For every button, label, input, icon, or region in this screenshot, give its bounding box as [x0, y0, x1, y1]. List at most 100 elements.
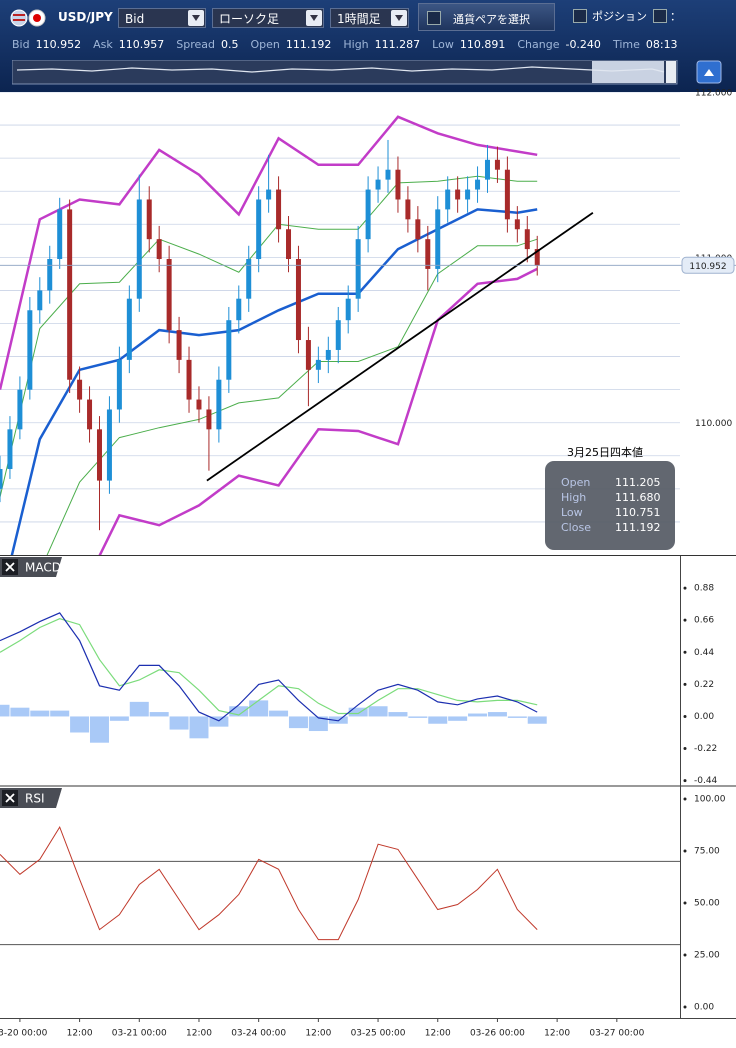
histogram-bar	[50, 710, 70, 717]
y-tick-label: 25.00	[694, 951, 720, 961]
candle-body	[37, 290, 43, 311]
ohlc-box: Open 111.205 High 111.680 Low 110.751 Close 111…	[545, 461, 675, 550]
candle-body	[345, 298, 351, 321]
histogram-bar	[30, 710, 50, 717]
quote-label: Change	[517, 38, 560, 51]
price-type: Bid	[125, 12, 145, 26]
line	[98, 267, 538, 555]
x-tick-label: 12:00	[186, 1029, 212, 1039]
candle-body	[504, 169, 510, 220]
candle-body	[325, 349, 331, 360]
y-tick-label: 100.00	[694, 795, 726, 805]
histogram-bar	[70, 716, 90, 733]
select-pair-button[interactable]: 通貨ペアを選択	[418, 3, 555, 31]
candle-body	[216, 379, 222, 430]
candle-body	[47, 259, 53, 291]
y-tick-label: 0.66	[694, 616, 714, 626]
y-tick-label: 0.22	[694, 680, 714, 690]
tick-mark	[683, 747, 687, 751]
ohlc-value: 110.751	[615, 506, 661, 519]
candle-body	[385, 169, 391, 180]
candle-body	[455, 189, 461, 200]
histogram-bar	[249, 700, 269, 717]
chart-type: ローソク足	[219, 12, 280, 26]
histogram-bar	[368, 706, 388, 717]
ohlc-value: 111.205	[615, 476, 661, 489]
timeframe-dropdown[interactable]: 1時間足	[330, 8, 409, 28]
ohlc-value: 111.192	[615, 521, 661, 534]
candle-body	[375, 179, 381, 190]
quote-value: 111.287	[374, 38, 421, 51]
x-tick-label: 12:00	[544, 1029, 570, 1039]
tick-mark	[683, 682, 687, 686]
quote-value: 08:13	[645, 38, 678, 51]
chart-type-dropdown[interactable]: ローソク足	[212, 8, 324, 28]
more-checkbox[interactable]	[653, 9, 667, 23]
y-tick-label: 0.00	[694, 1002, 714, 1012]
quote-value: 0.5	[220, 38, 239, 51]
candle-body	[315, 359, 321, 370]
candle-body	[196, 399, 202, 410]
x-tick-label: 12:00	[67, 1029, 93, 1039]
candle-body	[534, 249, 540, 266]
candle-body	[395, 169, 401, 200]
quote-label: Time	[612, 38, 640, 51]
tick-mark	[683, 901, 687, 905]
position-checkbox[interactable]	[573, 9, 587, 23]
candle-body	[415, 219, 421, 240]
symbol[interactable]: USD/JPY	[58, 10, 113, 24]
histogram-bar	[408, 716, 428, 718]
more-label: ：	[670, 10, 681, 23]
y-tick-label: 75.00	[694, 847, 720, 857]
y-tick-label: 0.88	[694, 584, 714, 594]
timeframe: 1時間足	[337, 12, 381, 26]
candle-body	[276, 189, 282, 230]
histogram-bar	[10, 707, 30, 717]
quote-label: High	[343, 38, 369, 51]
candle-body	[295, 259, 301, 341]
candle-body	[27, 310, 33, 390]
candle-body	[57, 209, 63, 260]
ohlc-label: High	[561, 491, 587, 504]
ohlc-row: High 111.680	[561, 490, 675, 505]
checkbox[interactable]	[427, 11, 441, 25]
ohlc-value: 111.680	[615, 491, 661, 504]
candle-body	[166, 259, 172, 331]
candle-body	[87, 399, 93, 430]
x-tick-label: 12:00	[305, 1029, 331, 1039]
histogram-bar	[209, 716, 229, 727]
price-type-dropdown[interactable]: Bid	[118, 8, 206, 28]
y-tick-label: 0.00	[694, 712, 714, 722]
candle-body	[355, 239, 361, 299]
candle-body	[475, 179, 481, 190]
candle-body	[96, 429, 102, 481]
candle-body	[236, 298, 242, 321]
quote-value: 111.192	[285, 38, 332, 51]
pane	[0, 825, 680, 946]
select-pair: 通貨ペアを選択	[453, 13, 530, 26]
histogram-bar	[527, 716, 547, 724]
candle-body	[305, 340, 311, 370]
x-tick-label: 03-20 00:00	[0, 1029, 48, 1039]
histogram-bar	[189, 716, 209, 739]
line	[0, 618, 538, 716]
candle-body	[494, 159, 500, 170]
histogram-bar	[288, 716, 308, 729]
candle-body	[266, 189, 272, 200]
line	[10, 208, 538, 555]
candle-body	[17, 389, 23, 430]
candle-body	[425, 239, 431, 269]
tick-mark	[683, 650, 687, 654]
quote-value: 110.891	[459, 38, 506, 51]
y-tick-label: -0.22	[694, 744, 717, 754]
histogram-bar	[0, 704, 10, 717]
histogram-bar	[428, 716, 448, 724]
candle-body	[0, 469, 3, 489]
line	[0, 612, 538, 722]
histogram-bar	[169, 716, 189, 730]
candle-body	[246, 259, 252, 299]
quote-label: Bid	[12, 38, 30, 51]
x-tick-label: 03-25 00:00	[351, 1029, 406, 1039]
x-tick-label: 03-24 00:00	[231, 1029, 286, 1039]
